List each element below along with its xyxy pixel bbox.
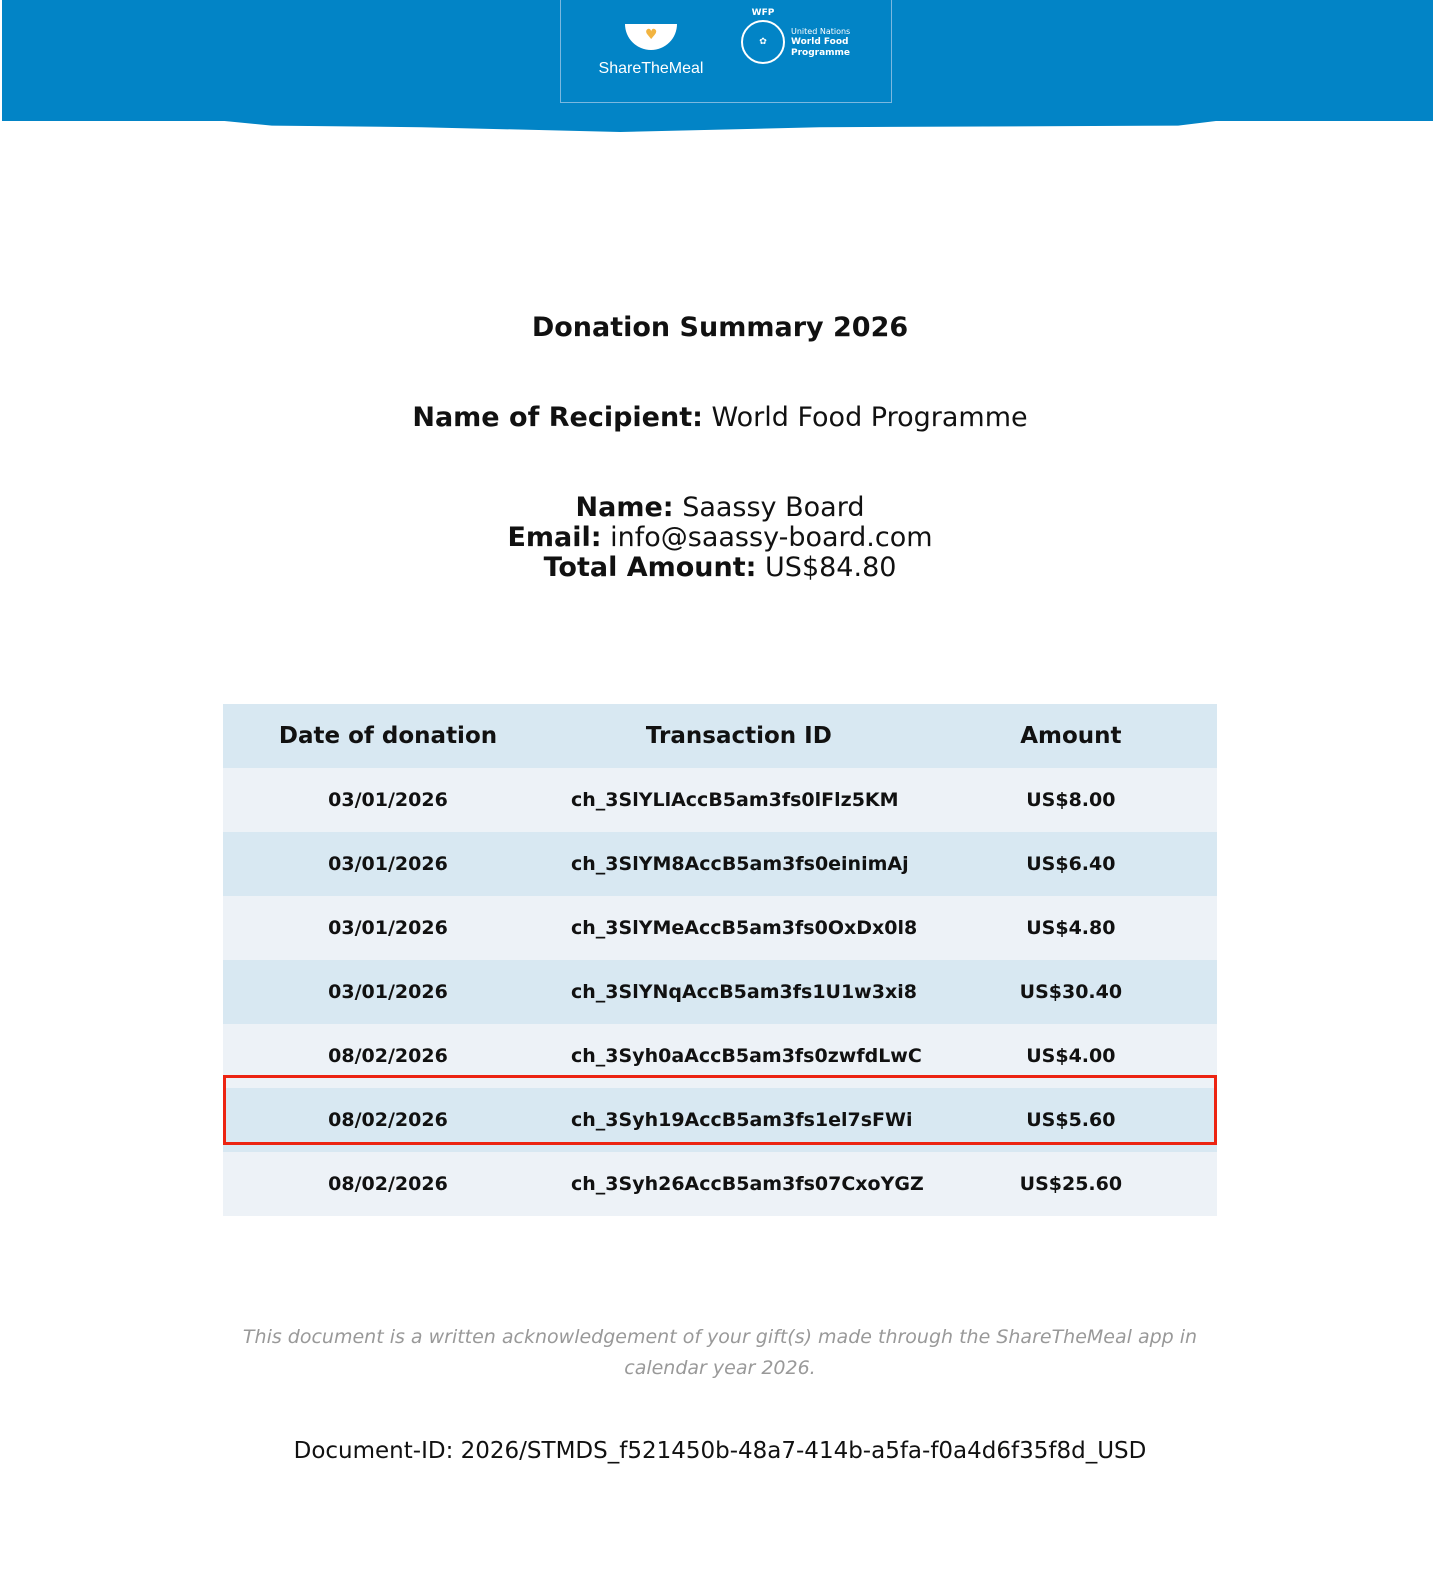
cell-amount: US$8.00 bbox=[924, 768, 1217, 832]
logo-box: ♥ ShareTheMeal WFP ✿ United Nations World… bbox=[560, 0, 892, 103]
cell-amount: US$25.60 bbox=[924, 1152, 1217, 1216]
cell-date: 03/01/2026 bbox=[223, 896, 553, 960]
cell-amount: US$6.40 bbox=[924, 832, 1217, 896]
recipient-value: World Food Programme bbox=[711, 402, 1028, 433]
cell-date: 08/02/2026 bbox=[223, 1088, 553, 1152]
brush-stroke-decoration bbox=[222, 120, 1218, 132]
cell-date: 03/01/2026 bbox=[223, 960, 553, 1024]
cell-transaction-id: ch_3Syh19AccB5am3fs1el7sFWi bbox=[553, 1088, 925, 1152]
table-header-row: Date of donation Transaction ID Amount bbox=[223, 704, 1217, 768]
partner-line3: Programme bbox=[791, 47, 851, 58]
table-row-highlighted: 08/02/2026 ch_3Syh19AccB5am3fs1el7sFWi US$… bbox=[223, 1088, 1217, 1152]
recipient-label: Name of Recipient: bbox=[412, 402, 703, 433]
table-row: 03/01/2026 ch_3SlYM8AccB5am3fs0einimAj US$… bbox=[223, 832, 1217, 896]
table-row: 03/01/2026 ch_3SlYNqAccB5am3fs1U1w3xi8 US$… bbox=[223, 960, 1217, 1024]
header-date: Date of donation bbox=[223, 704, 553, 768]
acknowledgement-note: This document is a written acknowledgeme… bbox=[242, 1326, 1198, 1379]
heart-icon: ♥ bbox=[645, 27, 658, 43]
cell-transaction-id: ch_3SlYLlAccB5am3fs0lFlz5KM bbox=[553, 768, 925, 832]
cell-transaction-id: ch_3Syh26AccB5am3fs07CxoYGZ bbox=[553, 1152, 925, 1216]
total-label: Total Amount: bbox=[543, 552, 757, 583]
partner-line2: World Food bbox=[791, 36, 849, 47]
brand-name: ShareTheMeal bbox=[598, 60, 704, 77]
page-title: Donation Summary 2026 bbox=[531, 312, 909, 343]
total-line: Total Amount: US$84.80 bbox=[0, 552, 1440, 583]
cell-date: 08/02/2026 bbox=[223, 1152, 553, 1216]
cell-transaction-id: ch_3SlYMeAccB5am3fs0OxDx0l8 bbox=[553, 896, 925, 960]
sharethemeal-logo: ♥ ShareTheMeal bbox=[591, 20, 711, 78]
header-band bbox=[2, 0, 1433, 121]
email-label: Email: bbox=[507, 522, 602, 553]
donor-name-line: Name: Saassy Board bbox=[0, 492, 1440, 523]
total-value: US$84.80 bbox=[765, 552, 897, 583]
table-row: 03/01/2026 ch_3SlYLlAccB5am3fs0lFlz5KM US$… bbox=[223, 768, 1217, 832]
wfp-emblem-icon: WFP ✿ bbox=[741, 8, 785, 64]
cell-amount: US$30.40 bbox=[924, 960, 1217, 1024]
name-label: Name: bbox=[575, 492, 674, 523]
cell-amount: US$5.60 bbox=[924, 1088, 1217, 1152]
cell-transaction-id: ch_3SlYNqAccB5am3fs1U1w3xi8 bbox=[553, 960, 925, 1024]
header-transaction-id: Transaction ID bbox=[553, 704, 925, 768]
cell-date: 03/01/2026 bbox=[223, 768, 553, 832]
wfp-logo: WFP ✿ United Nations World Food Programme bbox=[741, 8, 851, 64]
header-amount: Amount bbox=[924, 704, 1217, 768]
document-id: Document-ID: 2026/STMDS_f521450b-48a7-41… bbox=[293, 1438, 1147, 1464]
partner-line1: United Nations bbox=[791, 26, 851, 36]
donations-table: Date of donation Transaction ID Amount 0… bbox=[223, 704, 1217, 1216]
table-row: 03/01/2026 ch_3SlYMeAccB5am3fs0OxDx0l8 US$… bbox=[223, 896, 1217, 960]
wfp-abbr: WFP bbox=[751, 8, 775, 18]
highlight-box bbox=[223, 1075, 1217, 1145]
email-value: info@saassy-board.com bbox=[610, 522, 933, 553]
cell-amount: US$4.80 bbox=[924, 896, 1217, 960]
cell-date: 03/01/2026 bbox=[223, 832, 553, 896]
recipient-line: Name of Recipient: World Food Programme bbox=[0, 402, 1440, 433]
name-value: Saassy Board bbox=[682, 492, 865, 523]
table-row: 08/02/2026 ch_3Syh26AccB5am3fs07CxoYGZ US$… bbox=[223, 1152, 1217, 1216]
donor-email-line: Email: info@saassy-board.com bbox=[0, 522, 1440, 553]
cell-transaction-id: ch_3SlYM8AccB5am3fs0einimAj bbox=[553, 832, 925, 896]
bowl-icon: ♥ bbox=[625, 24, 677, 50]
